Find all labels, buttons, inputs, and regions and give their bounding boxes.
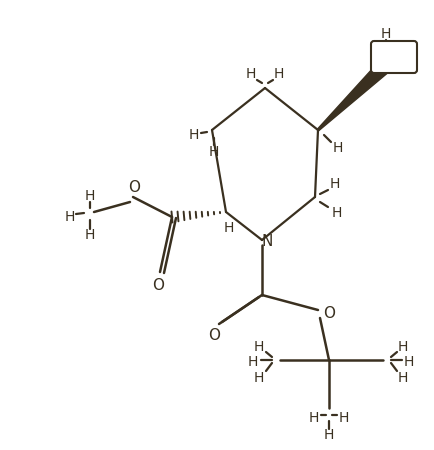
Text: O: O: [152, 279, 164, 293]
Text: H: H: [254, 340, 264, 354]
Text: Abs: Abs: [382, 53, 405, 66]
Text: H: H: [404, 355, 414, 369]
Text: H: H: [246, 67, 256, 81]
Text: H: H: [324, 428, 334, 442]
Text: N: N: [261, 234, 273, 249]
Text: O: O: [323, 306, 335, 320]
Text: H: H: [339, 411, 349, 425]
Text: H: H: [189, 128, 199, 142]
Text: H: H: [65, 210, 75, 224]
Text: H: H: [209, 145, 219, 159]
Text: H: H: [332, 206, 342, 220]
Text: O: O: [128, 180, 140, 194]
Text: H: H: [398, 340, 408, 354]
Text: H: H: [333, 141, 343, 155]
Text: H: H: [224, 221, 234, 235]
Text: O: O: [208, 328, 220, 342]
Text: H: H: [330, 177, 340, 191]
Text: H: H: [274, 67, 284, 81]
Text: H: H: [381, 27, 391, 41]
Text: H: H: [254, 371, 264, 385]
Text: H: H: [398, 371, 408, 385]
Text: H: H: [248, 355, 258, 369]
Text: H: H: [85, 189, 95, 203]
Text: H: H: [309, 411, 319, 425]
Text: H: H: [85, 228, 95, 242]
Polygon shape: [317, 52, 398, 130]
FancyBboxPatch shape: [371, 41, 417, 73]
